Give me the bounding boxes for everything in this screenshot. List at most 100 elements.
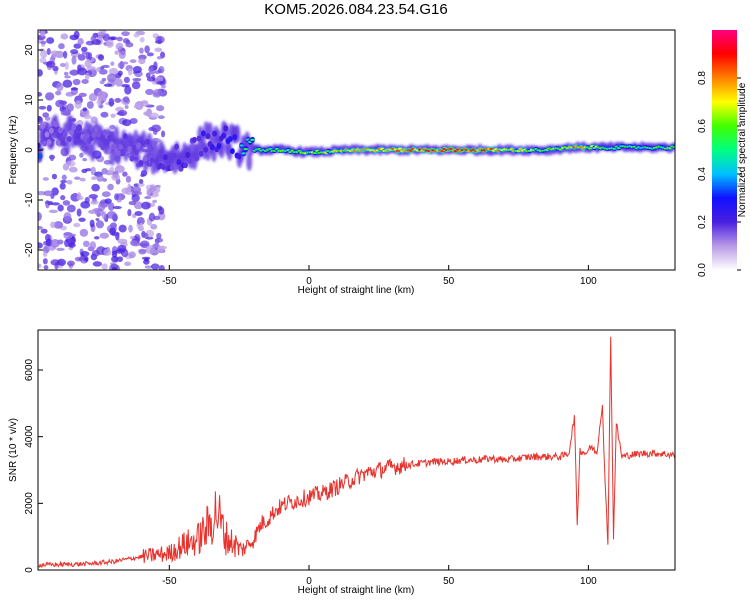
noise-mark [106,210,117,219]
y-tick-label: -20 [24,242,35,257]
noise-mark [65,160,76,167]
y-tick-label: 4000 [24,425,35,448]
noise-mark [56,247,65,252]
spectrogram-y-axis-label: Frequency (Hz) [8,116,19,185]
noise-mark [49,154,55,162]
colorbar: 0.0 0.2 0.4 0.6 0.8 Normalized spectral ampl… [697,30,748,277]
snr-y-axis-label: SNR (10 * v/v) [8,418,19,482]
y-tick-label: 2000 [24,492,35,515]
noise-mark [50,259,61,266]
y-tick-label: 0 [24,567,35,573]
noise-mark [157,245,165,254]
noise-mark [39,57,47,64]
noise-mark [101,191,111,198]
noise-mark [98,202,106,212]
ridge-mark [138,159,144,166]
ridge-mark [145,138,150,145]
noise-mark [122,171,128,177]
noise-mark [140,173,146,178]
colorbar-tick-label: 0.4 [697,167,708,181]
noise-mark [95,220,104,229]
noise-mark [139,47,144,54]
noise-mark [68,242,76,248]
noise-mark [80,251,90,257]
noise-mark [88,93,98,102]
noise-mark [156,105,165,112]
noise-mark [46,104,52,112]
noise-mark [38,242,43,249]
ridge-mark [136,142,141,149]
noise-mark [124,261,132,267]
noise-mark [108,97,115,107]
noise-mark [114,193,119,201]
noise-mark [79,177,86,182]
noise-mark [111,255,119,263]
ridge-halo-mark [134,151,141,170]
noise-mark [96,174,104,182]
noise-mark [152,199,158,203]
ridge-mark [133,149,139,156]
noise-mark [139,240,150,249]
noise-mark [73,30,80,39]
noise-mark [145,245,156,254]
ridge-mark [38,153,43,160]
ridge-mark [57,127,63,134]
noise-mark [80,201,91,209]
noise-mark [66,260,75,267]
ridge-peak-mark [241,152,246,155]
noise-mark [131,81,141,90]
noise-mark [63,71,69,76]
noise-mark [92,261,102,267]
noise-mark [154,70,161,74]
ridge-mark [127,145,133,152]
noise-mark [128,200,137,206]
ridge-mark [174,143,179,150]
ridge-mark [163,154,168,161]
noise-mark [44,116,51,121]
noise-mark [40,40,47,45]
ridge-mark [176,159,182,166]
noise-mark [89,241,97,250]
noise-mark [50,50,60,55]
noise-mark [95,32,106,37]
noise-mark [108,202,115,211]
noise-mark [110,61,115,66]
noise-mark [81,51,87,55]
noise-mark [150,263,160,270]
ridge-mark [154,158,159,165]
noise-mark [73,43,82,49]
noise-mark [114,50,119,55]
ridge-mark [116,150,121,157]
noise-mark [157,115,165,120]
noise-mark [59,182,66,190]
noise-mark [117,244,127,252]
noise-mark [95,217,100,222]
noise-mark [132,65,142,74]
ridge-mark [183,162,188,169]
noise-mark [51,202,60,206]
ridge-mark [91,131,97,138]
noise-mark [129,59,137,64]
noise-mark [48,209,59,214]
noise-mark [132,77,142,82]
ridge-halo-mark [246,152,253,171]
noise-mark [77,64,82,72]
ridge-mark [62,131,68,138]
ridge-mark [147,146,153,153]
noise-mark [60,33,69,40]
noise-mark [98,69,108,75]
noise-mark [101,211,107,220]
noise-mark [68,154,77,161]
ridge-mark [84,132,90,139]
noise-mark [42,177,49,181]
noise-mark [74,176,81,180]
noise-mark [42,258,48,265]
noise-mark [96,98,102,106]
ridge-mark [198,150,204,157]
ridge-halo-mark [218,140,225,159]
noise-mark [45,60,56,68]
ridge-mark [194,155,200,162]
ridge-mark [100,144,106,151]
noise-mark [138,178,144,184]
noise-mark [91,176,98,181]
